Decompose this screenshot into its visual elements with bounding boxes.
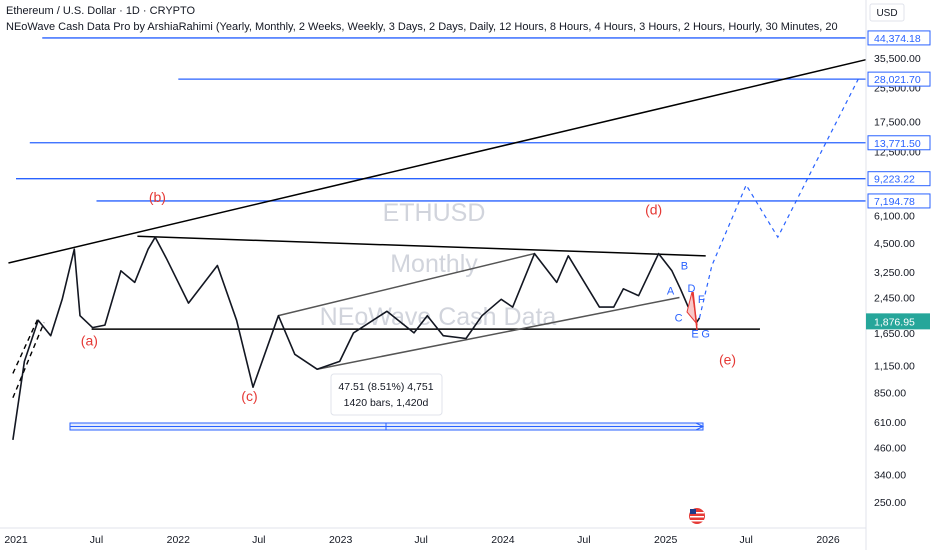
projection-line: [698, 78, 859, 319]
projection-path: [698, 78, 859, 319]
level-tag-0: 44,374.18: [874, 33, 921, 45]
wave-labels: (a) (b) (c) (d) (e) A B C D E F G: [81, 189, 736, 404]
us-flag-icon: [689, 508, 705, 524]
price-tick-7: 2,450.00: [874, 292, 915, 304]
trendline-1: [137, 235, 706, 257]
price-tick-13: 340.00: [874, 469, 906, 481]
price-tick-12: 460.00: [874, 442, 906, 454]
correction-line: [692, 291, 698, 331]
chart-title: Ethereum / U.S. Dollar · 1D · CRYPTO: [6, 5, 196, 17]
wave-label-10: F: [698, 294, 705, 306]
price-series: [12, 236, 701, 441]
time-tick-6: 2024: [491, 534, 515, 546]
wave-label-1: (b): [149, 189, 166, 205]
level-tag-2: 13,771.50: [874, 138, 921, 150]
wave-label-11: G: [701, 328, 710, 340]
level-tag-bg-3: [867, 171, 931, 187]
date-range-tool[interactable]: [69, 422, 705, 431]
price-tick-6: 3,250.00: [874, 267, 915, 279]
price-axis-bg: [866, 0, 932, 550]
time-tick-5: Jul: [414, 534, 427, 546]
trendline-0: [8, 58, 869, 264]
price-tick-4: 6,100.00: [874, 211, 915, 223]
wave-label-8: D: [688, 283, 696, 295]
trendline-4: [278, 252, 535, 317]
price-tick-8: 1,650.00: [874, 328, 915, 340]
wave-label-0: (a): [81, 333, 98, 349]
price-tick-0: 35,500.00: [874, 53, 921, 65]
measure-box[interactable]: 47.51 (8.51%) 4,751 1420 bars, 1,420d: [330, 373, 443, 416]
watermark: ETHUSD Monthly NEoWave Cash Data: [320, 199, 557, 331]
measure-box-line2: 1420 bars, 1,420d: [344, 397, 429, 409]
wave-label-4: (e): [719, 351, 736, 367]
wave-label-9: E: [691, 328, 698, 340]
trendline-6: [12, 317, 39, 374]
price-line: [12, 236, 701, 441]
current-price-tag: 1,876.95: [874, 316, 915, 328]
watermark-source: NEoWave Cash Data: [320, 303, 557, 331]
time-tick-1: Jul: [90, 534, 103, 546]
trendline-3: [316, 296, 680, 370]
price-axis[interactable]: USD: [865, 0, 932, 550]
date-range-arrow: [695, 422, 705, 431]
wave-label-5: A: [667, 286, 675, 298]
time-tick-8: 2025: [654, 534, 678, 546]
price-tick-11: 610.00: [874, 417, 906, 429]
watermark-timeframe: Monthly: [390, 250, 478, 278]
price-tick-2: 17,500.00: [874, 116, 921, 128]
price-tick-5: 4,500.00: [874, 238, 915, 250]
time-tick-7: Jul: [577, 534, 590, 546]
time-tick-0: 2021: [4, 534, 28, 546]
price-tick-14: 250.00: [874, 497, 906, 509]
trendline-5: [12, 322, 45, 399]
level-tag-bg-1: [867, 71, 931, 87]
price-tick-10: 850.00: [874, 387, 906, 399]
measure-box-line1: 47.51 (8.51%) 4,751: [338, 381, 433, 393]
horizontal-levels: [16, 37, 866, 202]
time-tick-4: 2023: [329, 534, 353, 546]
level-tag-bg-2: [867, 135, 931, 151]
level-tag-1: 28,021.70: [874, 74, 921, 86]
time-tick-2: 2022: [167, 534, 191, 546]
wave-label-7: C: [675, 313, 683, 325]
watermark-symbol: ETHUSD: [383, 199, 486, 227]
level-tag-4: 7,194.78: [874, 196, 915, 208]
trendlines: [8, 58, 869, 399]
wave-label-6: B: [681, 260, 688, 272]
time-tick-9: Jul: [739, 534, 752, 546]
currency-box: [869, 3, 905, 22]
indicator-legend[interactable]: NEoWave Cash Data Pro by ArshiaRahimi (Y…: [6, 21, 838, 33]
level-tag-3: 9,223.22: [874, 174, 915, 186]
time-axis[interactable]: 2021 Jul 2022 Jul 2023 Jul 2024 Jul 2025 Jul 2026: [0, 527, 866, 546]
wave-label-2: (c): [241, 388, 257, 404]
time-tick-10: 2026: [816, 534, 840, 546]
correction-marker: [686, 291, 698, 331]
level-tag-bg-4: [867, 193, 931, 209]
currency-label: USD: [876, 8, 897, 19]
price-axis-labels: 35,500.0025,500.0017,500.0012,500.006,10…: [866, 30, 931, 509]
level-tag-bg-0: [867, 30, 931, 46]
time-tick-3: Jul: [252, 534, 265, 546]
price-tick-9: 1,150.00: [874, 360, 915, 372]
wave-label-3: (d): [645, 201, 662, 217]
current-price-tag-bg: [866, 313, 930, 330]
measure-box-bg: [330, 373, 443, 416]
